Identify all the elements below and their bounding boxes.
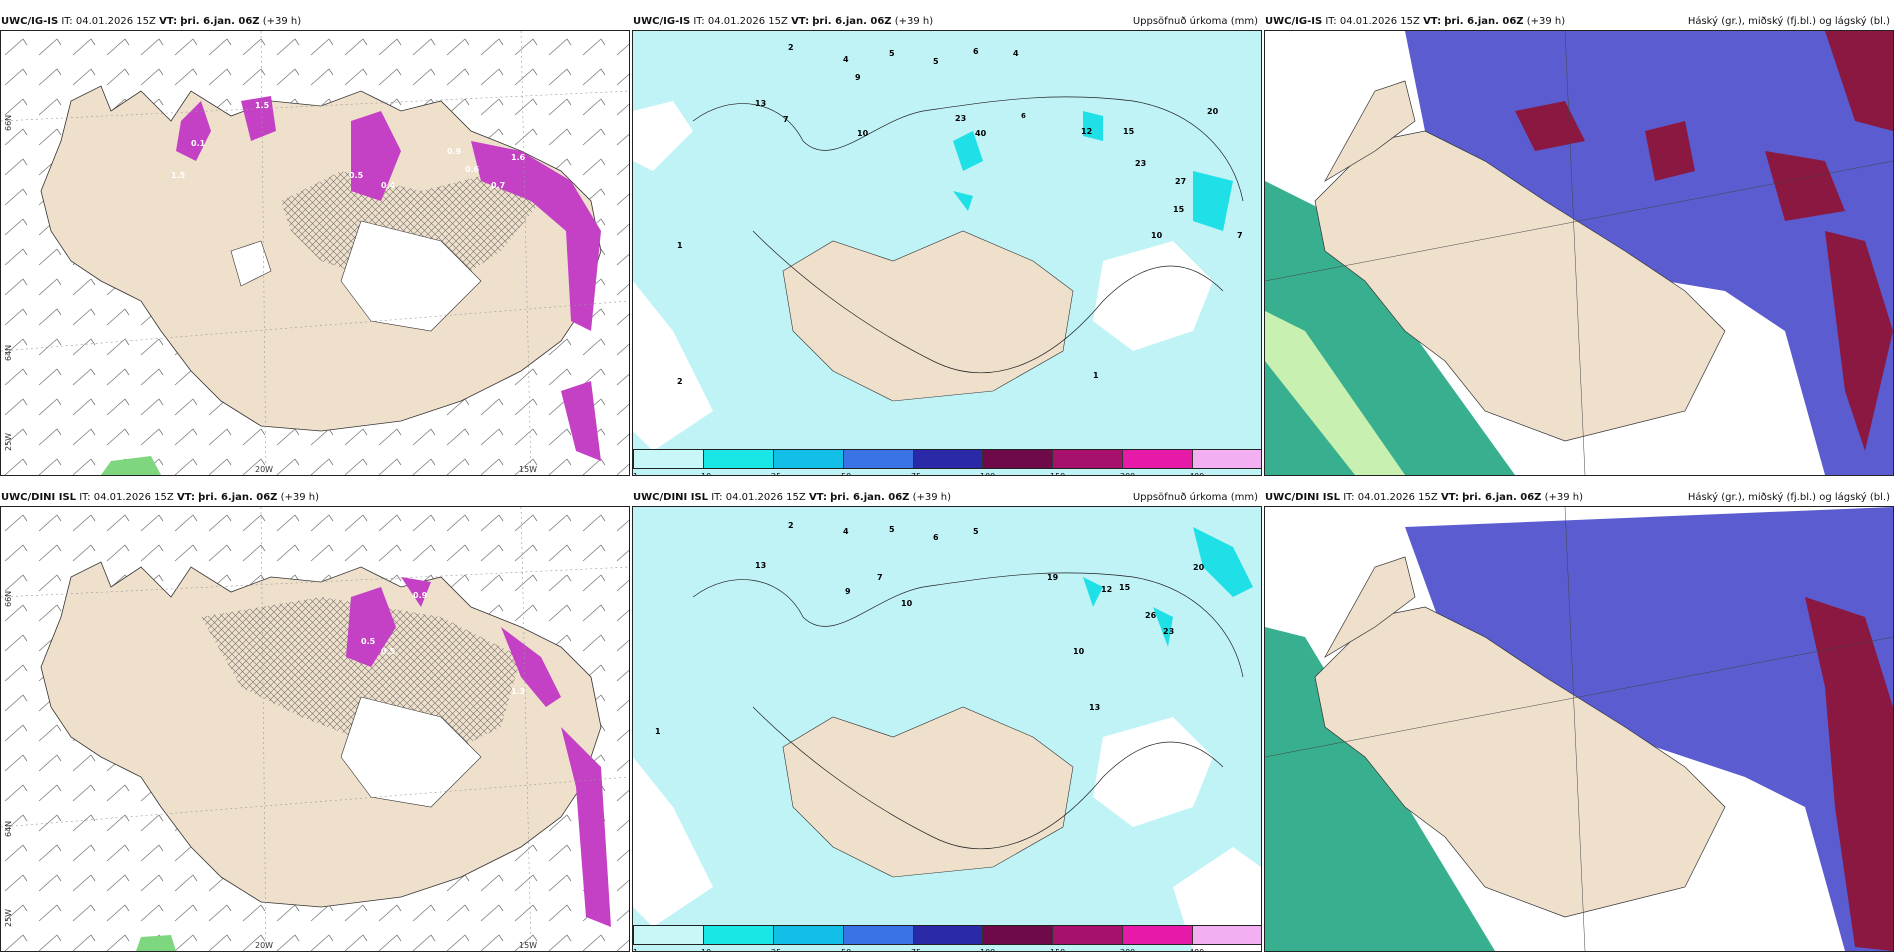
colorbar (633, 925, 1261, 945)
panel-wind-top: UWC/IG-IS IT: 04.01.2026 15Z VT: þri. 6.… (0, 14, 630, 476)
lon-label-25: 25W (4, 432, 13, 451)
colorbar-seg (913, 450, 984, 468)
colorbar-seg (843, 450, 914, 468)
model-name: UWC/IG-IS (1, 16, 59, 27)
model-name: UWC/DINI ISL (1, 492, 77, 503)
panel-title: UWC/IG-IS IT: 04.01.2026 15Z VT: þri. 6.… (1265, 16, 1566, 27)
map-frame: 2 4 5 6 5 13 9 7 10 20 15 26 23 12 19 13… (632, 506, 1262, 952)
panel-cloud-top: UWC/IG-IS IT: 04.01.2026 15Z VT: þri. 6.… (1264, 14, 1894, 476)
panel-title: UWC/DINI ISL IT: 04.01.2026 15Z VT: þri.… (1, 492, 320, 503)
map-frame: 66N 64N 25W 20W 15W 1.5 0.1 1.5 0.5 0.4 … (0, 30, 630, 476)
colorbar-seg (634, 450, 704, 468)
cloud-map (1265, 31, 1893, 475)
lat-label-64: 64N (4, 344, 13, 361)
map-frame: 66N 64N 25W 20W 15W 0.5 0.5 0.9 1.3 (0, 506, 630, 952)
cloud-title: Háský (gr.), miðský (fj.bl.) og lágský (… (1687, 16, 1890, 27)
colorbar-seg (1053, 450, 1124, 468)
panel-wind-bottom: UWC/DINI ISL IT: 04.01.2026 15Z VT: þri.… (0, 490, 630, 952)
colorbar (633, 449, 1261, 469)
precip-title: Uppsöfnuð úrkoma (mm) (1132, 16, 1258, 27)
panel-title: UWC/DINI ISL IT: 04.01.2026 15Z VT: þri.… (633, 492, 952, 503)
lon-label-15: 15W (519, 465, 538, 474)
panel-title: UWC/IG-IS IT: 04.01.2026 15Z VT: þri. 6.… (633, 16, 934, 27)
colorbar-seg (1123, 450, 1194, 468)
panel-cloud-bottom: UWC/DINI ISL IT: 04.01.2026 15Z VT: þri.… (1264, 490, 1894, 952)
precip-map (633, 31, 1261, 475)
precip-map (633, 507, 1261, 951)
colorbar-seg (983, 450, 1054, 468)
colorbar-ticks: 1 10 25 50 75 100 150 200 400 (633, 948, 1261, 951)
map-frame (1264, 506, 1894, 952)
panel-precip-bottom: UWC/DINI ISL IT: 04.01.2026 15Z VT: þri.… (632, 490, 1262, 952)
panel-title: UWC/IG-IS IT: 04.01.2026 15Z VT: þri. 6.… (1, 16, 302, 27)
panel-precip-top: UWC/IG-IS IT: 04.01.2026 15Z VT: þri. 6.… (632, 14, 1262, 476)
lon-label-20: 20W (255, 465, 274, 474)
colorbar-seg (773, 450, 844, 468)
wind-map (1, 31, 629, 475)
colorbar-seg (1193, 450, 1261, 468)
panel-title: UWC/DINI ISL IT: 04.01.2026 15Z VT: þri.… (1265, 492, 1584, 503)
lat-label-66: 66N (4, 114, 13, 131)
wind-map (1, 507, 629, 951)
map-frame: 2 4 5 9 5 6 4 13 7 10 23 40 6 12 15 23 2… (632, 30, 1262, 476)
colorbar-ticks: 1 10 25 50 75 100 150 200 400 (633, 472, 1261, 475)
colorbar-seg (703, 450, 774, 468)
map-frame (1264, 30, 1894, 476)
cloud-map (1265, 507, 1893, 951)
